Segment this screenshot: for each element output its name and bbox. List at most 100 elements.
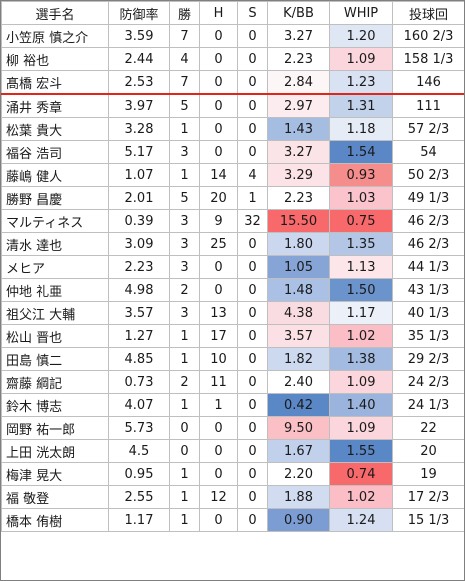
table-row: 松葉 貴大 3.28 1 0 0 1.43 1.18 57 2/3 — [1, 117, 464, 141]
kbb-cell: 2.20 — [267, 462, 330, 486]
wins-cell: 0 — [169, 416, 200, 440]
kbb-cell: 1.05 — [267, 255, 330, 279]
kbb-cell: 2.40 — [267, 370, 330, 394]
wins-cell: 1 — [169, 393, 200, 417]
table-row: 祖父江 大輔 3.57 3 13 0 4.38 1.17 40 1/3 — [1, 301, 464, 325]
saves-cell: 0 — [237, 93, 268, 118]
player-name-cell: 梅津 晃大 — [1, 462, 109, 486]
holds-cell: 9 — [199, 209, 238, 233]
saves-cell: 0 — [237, 255, 268, 279]
holds-cell: 0 — [199, 439, 238, 463]
whip-cell: 1.20 — [329, 24, 393, 48]
holds-cell: 20 — [199, 186, 238, 210]
era-cell: 3.57 — [108, 301, 170, 325]
saves-cell: 0 — [237, 232, 268, 256]
kbb-cell: 2.84 — [267, 70, 330, 95]
holds-cell: 0 — [199, 93, 238, 118]
innings-cell: 111 — [392, 93, 464, 118]
saves-cell: 0 — [237, 117, 268, 141]
header-innings: 投球回 — [392, 1, 464, 25]
header-saves: S — [237, 1, 268, 25]
table-row: 涌井 秀章 3.97 5 0 0 2.97 1.31 111 — [1, 93, 464, 118]
player-name-cell: 福谷 浩司 — [1, 140, 109, 164]
whip-cell: 1.03 — [329, 186, 393, 210]
wins-cell: 1 — [169, 347, 200, 371]
holds-cell: 0 — [199, 508, 238, 532]
holds-cell: 10 — [199, 347, 238, 371]
innings-cell: 46 2/3 — [392, 209, 464, 233]
player-name-cell: 松山 晋也 — [1, 324, 109, 348]
era-cell: 0.39 — [108, 209, 170, 233]
whip-cell: 1.35 — [329, 232, 393, 256]
table-row: マルティネス 0.39 3 9 32 15.50 0.75 46 2/3 — [1, 209, 464, 233]
wins-cell: 1 — [169, 117, 200, 141]
holds-cell: 0 — [199, 255, 238, 279]
table-row: 柳 裕也 2.44 4 0 0 2.23 1.09 158 1/3 — [1, 47, 464, 71]
kbb-cell: 1.88 — [267, 485, 330, 509]
player-name-cell: 鈴木 博志 — [1, 393, 109, 417]
player-name-cell: 齋藤 綱記 — [1, 370, 109, 394]
saves-cell: 0 — [237, 462, 268, 486]
saves-cell: 0 — [237, 278, 268, 302]
table-row: 仲地 礼亜 4.98 2 0 0 1.48 1.50 43 1/3 — [1, 278, 464, 302]
wins-cell: 5 — [169, 93, 200, 118]
kbb-cell: 2.23 — [267, 47, 330, 71]
innings-cell: 49 1/3 — [392, 186, 464, 210]
era-cell: 4.98 — [108, 278, 170, 302]
whip-cell: 0.75 — [329, 209, 393, 233]
whip-cell: 1.17 — [329, 301, 393, 325]
wins-cell: 1 — [169, 485, 200, 509]
saves-cell: 0 — [237, 393, 268, 417]
era-cell: 5.17 — [108, 140, 170, 164]
era-cell: 3.28 — [108, 117, 170, 141]
table-row: 上田 洸太朗 4.5 0 0 0 1.67 1.55 20 — [1, 439, 464, 463]
table-row: 梅津 晃大 0.95 1 0 0 2.20 0.74 19 — [1, 462, 464, 486]
era-cell: 4.85 — [108, 347, 170, 371]
holds-cell: 14 — [199, 163, 238, 187]
innings-cell: 54 — [392, 140, 464, 164]
innings-cell: 146 — [392, 70, 464, 95]
whip-cell: 1.54 — [329, 140, 393, 164]
whip-cell: 1.38 — [329, 347, 393, 371]
innings-cell: 40 1/3 — [392, 301, 464, 325]
header-row: 選手名 防御率 勝 H S K/BB WHIP 投球回 — [1, 1, 464, 25]
innings-cell: 20 — [392, 439, 464, 463]
holds-cell: 0 — [199, 278, 238, 302]
wins-cell: 3 — [169, 255, 200, 279]
player-name-cell: 髙橋 宏斗 — [1, 70, 109, 95]
table-row: 福 敬登 2.55 1 12 0 1.88 1.02 17 2/3 — [1, 485, 464, 509]
era-cell: 5.73 — [108, 416, 170, 440]
innings-cell: 35 1/3 — [392, 324, 464, 348]
kbb-cell: 15.50 — [267, 209, 330, 233]
table-row: 齋藤 綱記 0.73 2 11 0 2.40 1.09 24 2/3 — [1, 370, 464, 394]
player-name-cell: 福 敬登 — [1, 485, 109, 509]
whip-cell: 1.02 — [329, 324, 393, 348]
table-row: 福谷 浩司 5.17 3 0 0 3.27 1.54 54 — [1, 140, 464, 164]
era-cell: 3.09 — [108, 232, 170, 256]
saves-cell: 0 — [237, 70, 268, 95]
whip-cell: 0.74 — [329, 462, 393, 486]
player-name-cell: 仲地 礼亜 — [1, 278, 109, 302]
era-cell: 1.07 — [108, 163, 170, 187]
era-cell: 3.59 — [108, 24, 170, 48]
header-name: 選手名 — [1, 1, 109, 25]
whip-cell: 1.02 — [329, 485, 393, 509]
whip-cell: 0.93 — [329, 163, 393, 187]
whip-cell: 1.18 — [329, 117, 393, 141]
era-cell: 2.01 — [108, 186, 170, 210]
header-era: 防御率 — [108, 1, 170, 25]
kbb-cell: 3.29 — [267, 163, 330, 187]
kbb-cell: 3.57 — [267, 324, 330, 348]
wins-cell: 3 — [169, 140, 200, 164]
wins-cell: 4 — [169, 47, 200, 71]
table-row: 髙橋 宏斗 2.53 7 0 0 2.84 1.23 146 — [1, 70, 464, 95]
player-name-cell: 祖父江 大輔 — [1, 301, 109, 325]
kbb-cell: 3.27 — [267, 140, 330, 164]
pitcher-stats-table: 選手名 防御率 勝 H S K/BB WHIP 投球回 小笠原 慎之介 3.59 7… — [1, 1, 464, 532]
era-cell: 1.17 — [108, 508, 170, 532]
wins-cell: 3 — [169, 301, 200, 325]
holds-cell: 12 — [199, 485, 238, 509]
saves-cell: 0 — [237, 347, 268, 371]
wins-cell: 2 — [169, 370, 200, 394]
header-whip: WHIP — [329, 1, 393, 25]
